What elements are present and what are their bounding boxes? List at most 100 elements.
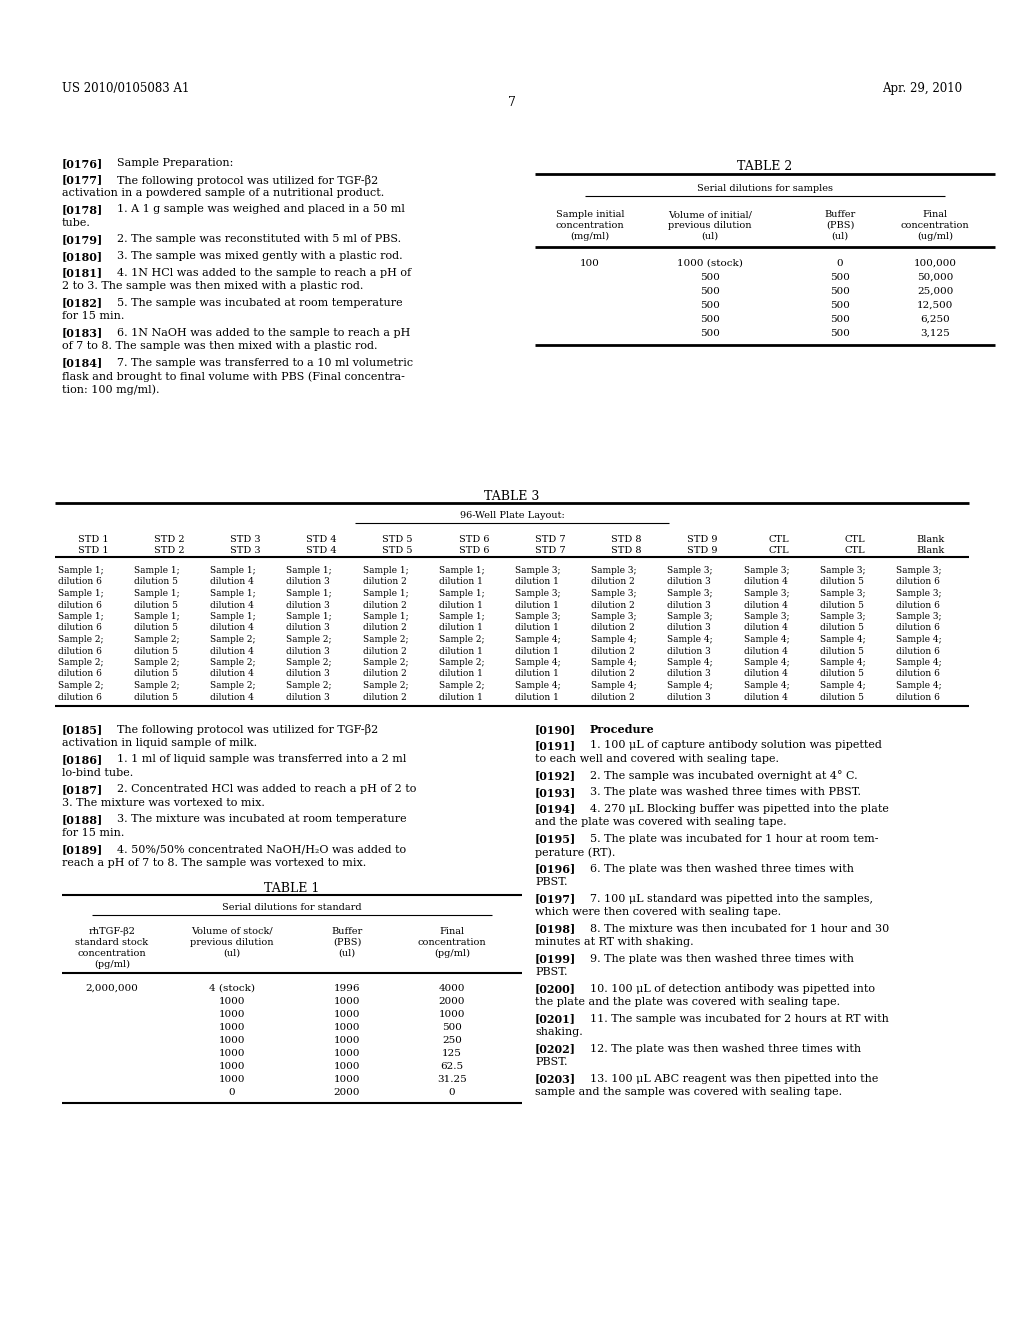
Text: dilution 5: dilution 5 [819,578,863,586]
Text: for 15 min.: for 15 min. [62,312,124,321]
Text: 7: 7 [508,96,516,110]
Text: dilution 2: dilution 2 [591,623,635,632]
Text: 5. The plate was incubated for 1 hour at room tem-: 5. The plate was incubated for 1 hour at… [590,833,879,843]
Text: Sample 4;: Sample 4; [591,657,637,667]
Text: dilution 6: dilution 6 [58,647,101,656]
Text: Sample 4;: Sample 4; [515,657,560,667]
Text: lo-bind tube.: lo-bind tube. [62,767,133,777]
Text: Sample 1;: Sample 1; [439,589,484,598]
Text: Sample 4;: Sample 4; [515,635,560,644]
Text: Sample 4;: Sample 4; [743,657,790,667]
Text: 1000: 1000 [219,997,246,1006]
Text: 3. The mixture was vortexed to mix.: 3. The mixture was vortexed to mix. [62,797,265,808]
Text: 2. The sample was incubated overnight at 4° C.: 2. The sample was incubated overnight at… [590,771,858,781]
Text: dilution 6: dilution 6 [58,601,101,610]
Text: dilution 3: dilution 3 [668,601,711,610]
Text: dilution 1: dilution 1 [515,669,559,678]
Text: [0176]: [0176] [62,158,103,169]
Text: 500: 500 [700,315,720,323]
Text: 1000: 1000 [334,1063,360,1071]
Text: 500: 500 [700,273,720,282]
Text: for 15 min.: for 15 min. [62,828,124,837]
Text: STD 8: STD 8 [611,535,641,544]
Text: dilution 3: dilution 3 [668,647,711,656]
Text: 1. 100 μL of capture antibody solution was pipetted: 1. 100 μL of capture antibody solution w… [590,741,882,751]
Text: Sample 1;: Sample 1; [287,612,332,620]
Text: Buffer: Buffer [824,210,856,219]
Text: (ul): (ul) [339,949,355,958]
Text: Sample 3;: Sample 3; [515,566,560,576]
Text: CTL: CTL [845,546,865,554]
Text: 6,250: 6,250 [921,315,950,323]
Text: dilution 1: dilution 1 [515,693,559,701]
Text: 125: 125 [442,1049,462,1059]
Text: dilution 5: dilution 5 [134,669,178,678]
Text: Sample 1;: Sample 1; [58,612,103,620]
Text: dilution 6: dilution 6 [896,693,940,701]
Text: 4000: 4000 [438,983,465,993]
Text: Sample 3;: Sample 3; [819,589,865,598]
Text: dilution 4: dilution 4 [210,578,254,586]
Text: dilution 3: dilution 3 [287,601,331,610]
Text: STD 5: STD 5 [383,546,413,554]
Text: The following protocol was utilized for TGF-β2: The following protocol was utilized for … [117,723,378,735]
Text: 31.25: 31.25 [437,1074,467,1084]
Text: dilution 4: dilution 4 [743,693,787,701]
Text: Sample 3;: Sample 3; [743,612,790,620]
Text: 1000: 1000 [334,997,360,1006]
Text: STD 1: STD 1 [78,535,109,544]
Text: 2,000,000: 2,000,000 [86,983,138,993]
Text: STD 2: STD 2 [154,546,184,554]
Text: [0199]: [0199] [535,953,577,965]
Text: Sample 2;: Sample 2; [287,635,332,644]
Text: 50,000: 50,000 [916,273,953,282]
Text: (ul): (ul) [831,232,849,242]
Text: of 7 to 8. The sample was then mixed with a plastic rod.: of 7 to 8. The sample was then mixed wit… [62,341,378,351]
Text: Sample 1;: Sample 1; [362,566,409,576]
Text: dilution 5: dilution 5 [819,601,863,610]
Text: 500: 500 [830,286,850,296]
Text: 500: 500 [830,329,850,338]
Text: [0196]: [0196] [535,863,577,874]
Text: Sample 1;: Sample 1; [134,566,180,576]
Text: Sample 2;: Sample 2; [287,657,332,667]
Text: Sample 2;: Sample 2; [134,635,179,644]
Text: 500: 500 [830,315,850,323]
Text: [0183]: [0183] [62,327,103,338]
Text: dilution 1: dilution 1 [515,601,559,610]
Text: dilution 5: dilution 5 [819,693,863,701]
Text: flask and brought to final volume with PBS (Final concentra-: flask and brought to final volume with P… [62,371,404,381]
Text: 13. 100 μL ABC reagent was then pipetted into the: 13. 100 μL ABC reagent was then pipetted… [590,1073,879,1084]
Text: 1000: 1000 [334,1036,360,1045]
Text: dilution 2: dilution 2 [362,623,407,632]
Text: PBST.: PBST. [535,1057,567,1067]
Text: previous dilution: previous dilution [669,220,752,230]
Text: Sample 4;: Sample 4; [668,681,713,690]
Text: dilution 2: dilution 2 [362,601,407,610]
Text: dilution 2: dilution 2 [591,693,635,701]
Text: Sample 2;: Sample 2; [362,657,409,667]
Text: which were then covered with sealing tape.: which were then covered with sealing tap… [535,907,781,917]
Text: (PBS): (PBS) [825,220,854,230]
Text: 9. The plate was then washed three times with: 9. The plate was then washed three times… [590,953,854,964]
Text: dilution 6: dilution 6 [896,578,940,586]
Text: Volume of stock/: Volume of stock/ [191,927,272,936]
Text: 1000: 1000 [334,1049,360,1059]
Text: Sample 2;: Sample 2; [439,657,484,667]
Text: Sample 4;: Sample 4; [896,657,941,667]
Text: dilution 3: dilution 3 [668,578,711,586]
Text: to each well and covered with sealing tape.: to each well and covered with sealing ta… [535,754,779,764]
Text: dilution 3: dilution 3 [287,669,331,678]
Text: 5. The sample was incubated at room temperature: 5. The sample was incubated at room temp… [117,297,402,308]
Text: 7. The sample was transferred to a 10 ml volumetric: 7. The sample was transferred to a 10 ml… [117,358,413,367]
Text: TABLE 2: TABLE 2 [737,160,793,173]
Text: dilution 2: dilution 2 [591,647,635,656]
Text: STD 4: STD 4 [306,535,337,544]
Text: US 2010/0105083 A1: US 2010/0105083 A1 [62,82,189,95]
Text: concentration: concentration [418,939,486,946]
Text: Sample Preparation:: Sample Preparation: [117,158,233,168]
Text: tion: 100 mg/ml).: tion: 100 mg/ml). [62,384,160,395]
Text: dilution 6: dilution 6 [896,669,940,678]
Text: [0180]: [0180] [62,251,103,261]
Text: 6. The plate was then washed three times with: 6. The plate was then washed three times… [590,863,854,874]
